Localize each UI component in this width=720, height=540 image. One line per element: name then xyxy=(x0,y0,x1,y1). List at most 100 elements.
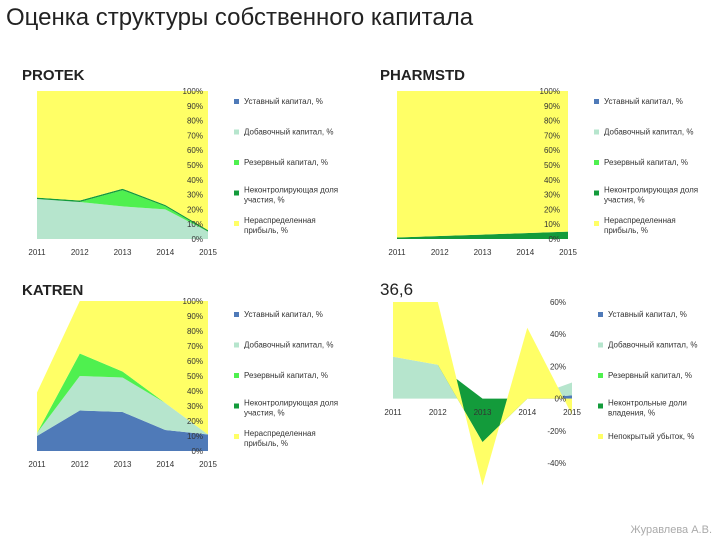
area-series-reserve xyxy=(37,190,208,232)
y-tick-label: 60% xyxy=(187,146,203,155)
y-tick-label: 10% xyxy=(187,432,203,441)
y-tick-label: 80% xyxy=(187,117,203,126)
x-tick-label: 2013 xyxy=(114,248,132,257)
y-tick-label: 80% xyxy=(187,327,203,336)
legend-label-additional: Добавочный капитал, % xyxy=(608,341,697,350)
x-tick-label: 2011 xyxy=(28,248,46,257)
y-tick-label: 70% xyxy=(187,342,203,351)
x-tick-label: 2012 xyxy=(431,248,449,257)
x-tick-label: 2015 xyxy=(563,408,581,417)
legend-swatch-charter xyxy=(594,99,599,104)
x-tick-label: 2015 xyxy=(199,248,217,257)
area-series-additional xyxy=(393,356,572,399)
y-tick-label: 60% xyxy=(550,298,566,307)
y-tick-label: 0% xyxy=(191,235,203,244)
legend-swatch-charter xyxy=(598,312,603,317)
y-tick-label: 100% xyxy=(540,87,560,96)
area-series-retained xyxy=(393,302,572,486)
y-tick-label: 10% xyxy=(187,220,203,229)
legend-label-retained: Нераспределенная прибыль, % xyxy=(604,216,676,235)
legend-label-retained: Непокрытый убыток, % xyxy=(608,432,694,441)
legend-label-charter: Уставный капитал, % xyxy=(608,310,687,319)
legend-label-reserve: Резервный капитал, % xyxy=(608,371,692,380)
y-tick-label: 0% xyxy=(191,447,203,456)
chart-title-protek: PROTEK xyxy=(22,67,85,84)
legend-label-minority: Неконтролирующая доля участия, % xyxy=(244,399,338,418)
legend-label-additional: Добавочный капитал, % xyxy=(244,341,333,350)
y-tick-label: 70% xyxy=(187,131,203,140)
x-tick-label: 2012 xyxy=(429,408,447,417)
legend-swatch-reserve xyxy=(234,160,239,165)
y-tick-label: 100% xyxy=(183,87,203,96)
area-series-retained xyxy=(397,91,568,238)
legend-swatch-retained xyxy=(598,434,603,439)
legend-swatch-additional xyxy=(594,129,599,135)
legend-swatch-minority xyxy=(234,190,239,196)
legend-swatch-retained xyxy=(234,434,239,439)
x-tick-label: 2015 xyxy=(199,460,217,469)
legend-label-charter: Уставный капитал, % xyxy=(244,310,323,319)
y-tick-label: 10% xyxy=(544,220,560,229)
chart-title-36-6: 36,6 xyxy=(380,280,414,299)
y-tick-label: 30% xyxy=(187,402,203,411)
legend-swatch-reserve xyxy=(598,373,603,378)
legend-swatch-additional xyxy=(598,342,603,348)
y-tick-label: -40% xyxy=(547,459,566,468)
legend-swatch-additional xyxy=(234,129,239,135)
y-tick-label: 50% xyxy=(544,161,560,170)
x-tick-label: 2011 xyxy=(388,248,406,257)
y-tick-label: -20% xyxy=(547,427,566,436)
x-tick-label: 2013 xyxy=(474,408,492,417)
area-series-additional xyxy=(37,376,208,436)
y-tick-label: 40% xyxy=(550,330,566,339)
chart-title-pharmstd: PHARMSTD xyxy=(380,67,465,84)
y-tick-label: 30% xyxy=(187,191,203,200)
x-tick-label: 2013 xyxy=(114,460,132,469)
y-tick-label: 0% xyxy=(548,235,560,244)
y-tick-label: 50% xyxy=(187,372,203,381)
area-series-additional xyxy=(37,199,208,239)
y-tick-label: 60% xyxy=(544,146,560,155)
y-tick-label: 20% xyxy=(187,205,203,214)
x-tick-label: 2013 xyxy=(474,248,492,257)
area-series-charter xyxy=(37,410,208,451)
author-credit: Журавлева А.В. xyxy=(630,524,712,536)
y-tick-label: 90% xyxy=(187,102,203,111)
y-tick-label: 90% xyxy=(544,102,560,111)
y-tick-label: 40% xyxy=(544,176,560,185)
legend-label-reserve: Резервный капитал, % xyxy=(244,371,328,380)
x-tick-label: 2015 xyxy=(559,248,577,257)
legend-label-reserve: Резервный капитал, % xyxy=(244,158,328,167)
area-series-reserve xyxy=(37,353,208,435)
legend-label-additional: Добавочный капитал, % xyxy=(604,128,693,137)
area-series-minority xyxy=(397,231,568,239)
chart-title-katren: KATREN xyxy=(22,282,84,299)
y-tick-label: 30% xyxy=(544,191,560,200)
legend-swatch-minority xyxy=(234,403,239,409)
y-tick-label: 70% xyxy=(544,131,560,140)
x-tick-label: 2012 xyxy=(71,248,89,257)
legend-label-retained: Нераспределенная прибыль, % xyxy=(244,216,316,235)
area-series-minority xyxy=(37,188,208,232)
legend-label-minority: Неконтролирующая доля участия, % xyxy=(604,186,698,205)
legend-label-reserve: Резервный капитал, % xyxy=(604,158,688,167)
page-title: Оценка структуры собственного капитала xyxy=(6,4,474,31)
legend-swatch-charter xyxy=(234,312,239,317)
y-tick-label: 60% xyxy=(187,357,203,366)
y-tick-label: 50% xyxy=(187,161,203,170)
legend-swatch-charter xyxy=(234,99,239,104)
y-tick-label: 80% xyxy=(544,117,560,126)
x-tick-label: 2014 xyxy=(518,408,536,417)
x-tick-label: 2012 xyxy=(71,460,89,469)
legend-swatch-reserve xyxy=(234,373,239,378)
legend-label-charter: Уставный капитал, % xyxy=(244,97,323,106)
legend-swatch-retained xyxy=(234,221,239,226)
area-series-retained xyxy=(37,301,208,435)
y-tick-label: 0% xyxy=(554,395,566,404)
y-tick-label: 40% xyxy=(187,176,203,185)
x-tick-label: 2014 xyxy=(156,460,174,469)
legend-swatch-reserve xyxy=(594,160,599,165)
